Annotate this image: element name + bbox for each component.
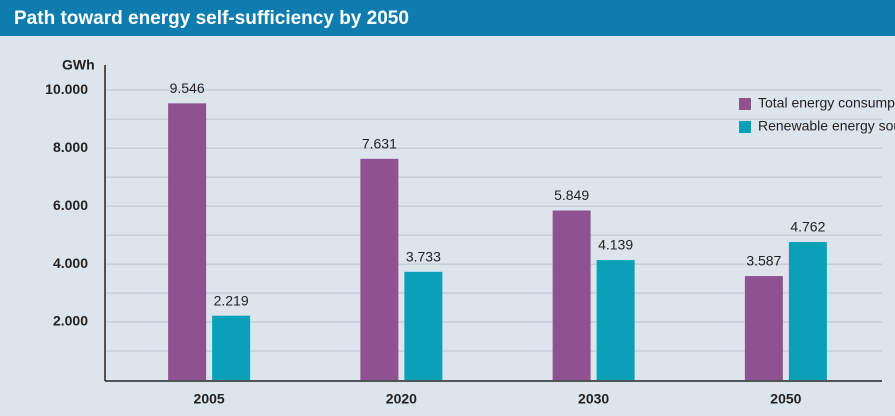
legend-swatch bbox=[739, 121, 751, 133]
legend-label: Renewable energy sources bbox=[758, 118, 895, 134]
data-label: 3.733 bbox=[406, 249, 441, 265]
legend-label: Total energy consumption bbox=[758, 95, 895, 111]
data-label: 7.631 bbox=[362, 136, 397, 152]
y-tick-label: 4.000 bbox=[53, 255, 88, 271]
y-tick-label: 6.000 bbox=[53, 197, 88, 213]
bar bbox=[212, 315, 251, 380]
bar bbox=[168, 103, 207, 381]
data-label: 4.139 bbox=[598, 237, 633, 253]
y-unit: GWh bbox=[62, 57, 95, 73]
y-tick-label: 2.000 bbox=[53, 313, 88, 329]
x-tick-label: 2030 bbox=[578, 391, 609, 407]
y-tick-label: 10.000 bbox=[45, 81, 88, 97]
legend-swatch bbox=[739, 98, 751, 110]
x-tick-label: 2020 bbox=[386, 391, 417, 407]
bar bbox=[404, 271, 443, 380]
x-tick-label: 2050 bbox=[770, 391, 801, 407]
bar bbox=[552, 210, 591, 380]
bar bbox=[360, 158, 399, 380]
data-label: 9.546 bbox=[170, 80, 205, 96]
data-label: 4.762 bbox=[790, 219, 825, 235]
chart-title: Path toward energy self-sufficiency by 2… bbox=[14, 8, 409, 29]
bar bbox=[596, 260, 635, 380]
data-label: 5.849 bbox=[554, 187, 589, 203]
bar bbox=[744, 276, 783, 380]
bar bbox=[788, 241, 827, 380]
header-bar bbox=[0, 0, 895, 36]
data-label: 2.219 bbox=[214, 292, 249, 308]
y-tick-label: 8.000 bbox=[53, 139, 88, 155]
data-label: 3.587 bbox=[746, 253, 781, 269]
x-tick-label: 2005 bbox=[194, 391, 225, 407]
